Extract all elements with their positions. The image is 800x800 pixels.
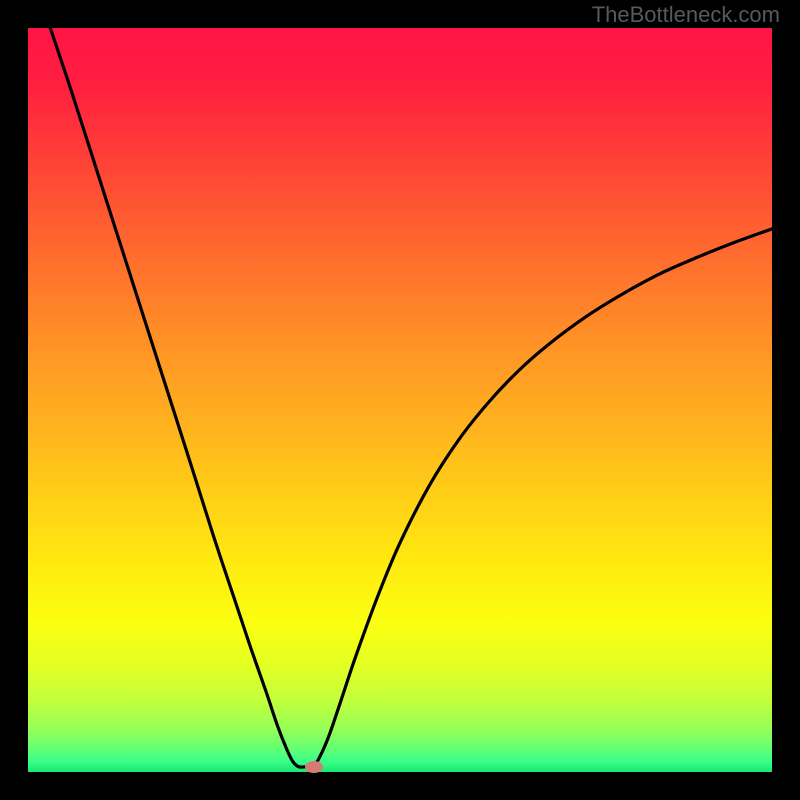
- curve-layer: [0, 0, 800, 800]
- watermark-text: TheBottleneck.com: [592, 2, 780, 28]
- bottleneck-curve: [50, 28, 772, 767]
- chart-frame: TheBottleneck.com: [0, 0, 800, 800]
- minimum-marker: [305, 761, 323, 773]
